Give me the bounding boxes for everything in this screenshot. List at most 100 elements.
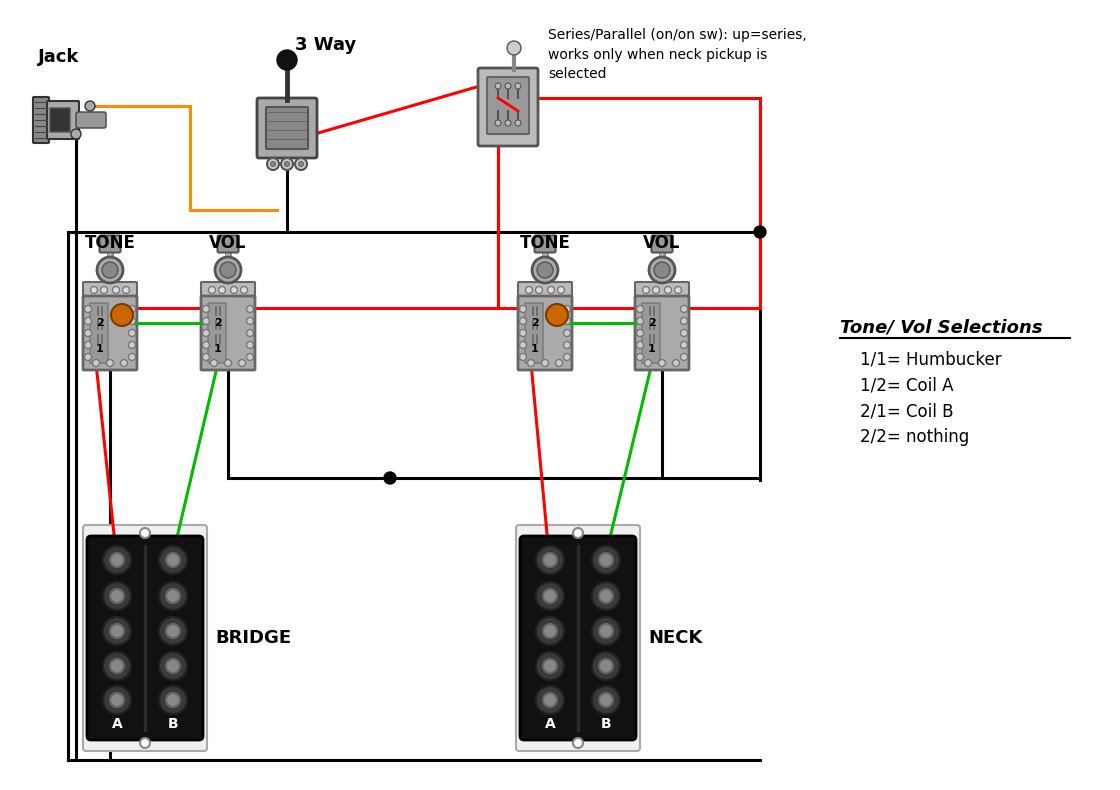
Circle shape [140, 738, 150, 748]
Circle shape [547, 304, 568, 326]
Circle shape [166, 589, 180, 603]
Circle shape [159, 546, 187, 574]
Circle shape [129, 353, 136, 360]
Circle shape [224, 359, 232, 367]
Circle shape [218, 287, 225, 294]
Circle shape [536, 617, 564, 645]
Circle shape [102, 262, 118, 278]
Circle shape [112, 287, 120, 294]
Circle shape [231, 287, 237, 294]
Circle shape [548, 287, 554, 294]
Circle shape [84, 341, 92, 348]
Circle shape [505, 120, 511, 126]
Circle shape [110, 589, 124, 603]
Circle shape [636, 353, 644, 360]
Circle shape [592, 582, 620, 610]
FancyBboxPatch shape [519, 282, 572, 298]
Circle shape [507, 41, 521, 55]
Circle shape [536, 652, 564, 680]
Circle shape [166, 693, 180, 707]
Circle shape [110, 693, 124, 707]
Circle shape [103, 617, 131, 645]
Circle shape [267, 158, 279, 170]
FancyBboxPatch shape [652, 235, 672, 253]
Circle shape [599, 624, 613, 638]
Circle shape [110, 553, 124, 567]
Circle shape [140, 528, 150, 538]
Text: BRIDGE: BRIDGE [215, 629, 291, 647]
Circle shape [672, 359, 680, 367]
Circle shape [592, 617, 620, 645]
Circle shape [84, 306, 92, 313]
Circle shape [106, 359, 113, 367]
FancyBboxPatch shape [50, 108, 71, 132]
Circle shape [563, 318, 570, 325]
Text: 1: 1 [648, 344, 656, 354]
Text: 2: 2 [648, 318, 656, 328]
FancyBboxPatch shape [83, 282, 137, 298]
Circle shape [563, 353, 570, 360]
Circle shape [543, 659, 557, 673]
Circle shape [654, 262, 670, 278]
Circle shape [103, 546, 131, 574]
Circle shape [573, 738, 584, 748]
Circle shape [592, 652, 620, 680]
Circle shape [653, 287, 660, 294]
FancyBboxPatch shape [516, 525, 640, 751]
Circle shape [505, 83, 511, 89]
Circle shape [103, 686, 131, 714]
Circle shape [384, 472, 396, 484]
Circle shape [599, 693, 613, 707]
Text: 2/1= Coil B: 2/1= Coil B [860, 402, 953, 420]
Circle shape [543, 624, 557, 638]
Circle shape [220, 262, 236, 278]
Circle shape [203, 341, 209, 348]
Circle shape [241, 287, 248, 294]
Circle shape [681, 353, 688, 360]
Circle shape [515, 83, 521, 89]
FancyBboxPatch shape [208, 303, 226, 363]
FancyBboxPatch shape [267, 107, 308, 149]
Circle shape [543, 589, 557, 603]
Circle shape [211, 359, 217, 367]
Circle shape [97, 257, 123, 283]
Circle shape [558, 287, 564, 294]
Circle shape [495, 120, 501, 126]
Text: 2: 2 [96, 318, 104, 328]
FancyBboxPatch shape [642, 303, 660, 363]
FancyBboxPatch shape [83, 296, 137, 370]
Circle shape [159, 617, 187, 645]
Circle shape [599, 659, 613, 673]
Circle shape [664, 287, 672, 294]
FancyBboxPatch shape [100, 235, 121, 253]
Circle shape [208, 287, 215, 294]
Circle shape [203, 318, 209, 325]
Circle shape [166, 553, 180, 567]
FancyBboxPatch shape [90, 303, 108, 363]
FancyBboxPatch shape [525, 303, 543, 363]
FancyBboxPatch shape [87, 536, 203, 740]
Circle shape [563, 306, 570, 313]
Circle shape [592, 546, 620, 574]
Circle shape [681, 318, 688, 325]
Circle shape [121, 359, 128, 367]
Circle shape [246, 306, 253, 313]
FancyBboxPatch shape [47, 101, 80, 139]
Text: B: B [600, 717, 612, 731]
Circle shape [636, 329, 644, 337]
Text: 1: 1 [214, 344, 222, 354]
FancyBboxPatch shape [32, 97, 49, 143]
Circle shape [299, 161, 304, 167]
FancyBboxPatch shape [256, 98, 317, 158]
Circle shape [636, 306, 644, 313]
Text: 1/1= Humbucker: 1/1= Humbucker [860, 350, 1001, 368]
Circle shape [674, 287, 681, 294]
Circle shape [110, 659, 124, 673]
FancyBboxPatch shape [217, 235, 239, 253]
Text: VOL: VOL [643, 234, 681, 252]
Circle shape [84, 318, 92, 325]
FancyBboxPatch shape [200, 296, 255, 370]
Text: TONE: TONE [520, 234, 570, 252]
Circle shape [599, 589, 613, 603]
Circle shape [520, 329, 526, 337]
